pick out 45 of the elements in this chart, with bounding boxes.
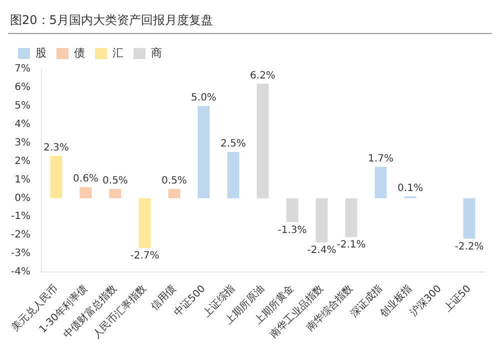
bar bbox=[286, 198, 298, 222]
data-label: -2.4% bbox=[307, 245, 336, 256]
legend-label: 债 bbox=[74, 46, 85, 60]
bar bbox=[374, 166, 387, 198]
bar bbox=[345, 198, 358, 237]
y-tick-label: 1% bbox=[14, 174, 30, 186]
data-label: 0.5% bbox=[102, 176, 128, 187]
bar bbox=[316, 198, 328, 242]
data-label: 1.7% bbox=[368, 153, 394, 164]
bar bbox=[227, 152, 240, 198]
legend-label: 股 bbox=[36, 46, 46, 60]
y-tick-label: -2% bbox=[10, 230, 30, 241]
chart-title: 图20：5月国内大类资产回报月度复盘 bbox=[8, 8, 492, 34]
y-tick-label: 0% bbox=[14, 192, 30, 204]
data-label: -2.7% bbox=[130, 250, 160, 262]
y-tick-label: -4% bbox=[10, 266, 30, 278]
data-label: 2.3% bbox=[44, 142, 69, 154]
bar bbox=[80, 187, 92, 198]
y-tick-label: 7% bbox=[14, 64, 30, 75]
data-label: 5.0% bbox=[191, 92, 216, 104]
data-label: -2.1% bbox=[336, 240, 366, 251]
data-label: 0.6% bbox=[73, 174, 98, 185]
y-tick-label: 4% bbox=[14, 118, 30, 130]
bar bbox=[256, 84, 269, 198]
legend-label: 商 bbox=[151, 46, 162, 60]
bar bbox=[198, 106, 210, 198]
y-tick-label: -1% bbox=[10, 211, 30, 222]
data-label: 0.1% bbox=[398, 182, 423, 194]
y-tick-label: 6% bbox=[14, 82, 30, 94]
data-label: -2.2% bbox=[454, 241, 484, 252]
data-label: 2.5% bbox=[220, 138, 246, 150]
bar bbox=[463, 198, 476, 239]
y-tick-label: -3% bbox=[10, 248, 30, 260]
x-tick-label: 上证50 bbox=[442, 282, 474, 314]
y-tick-label: 3% bbox=[14, 137, 30, 148]
y-tick-label: 2% bbox=[14, 156, 30, 167]
legend-label: 汇 bbox=[112, 46, 124, 60]
bar bbox=[109, 188, 122, 198]
data-label: -1.3% bbox=[278, 224, 307, 236]
bar bbox=[168, 188, 180, 198]
data-label: 0.5% bbox=[162, 176, 187, 187]
bar bbox=[50, 156, 62, 198]
data-label: 6.2% bbox=[250, 70, 276, 82]
y-tick-label: 5% bbox=[14, 100, 30, 112]
bar bbox=[138, 198, 151, 248]
